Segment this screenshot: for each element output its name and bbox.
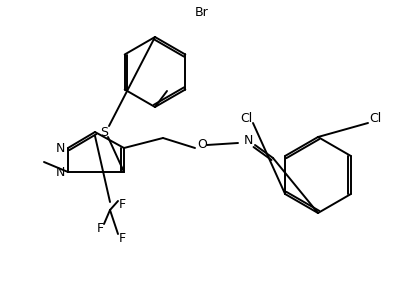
Text: Cl: Cl bbox=[240, 112, 252, 124]
Text: Cl: Cl bbox=[369, 112, 381, 124]
Text: F: F bbox=[119, 231, 126, 245]
Text: N: N bbox=[243, 134, 253, 146]
Text: S: S bbox=[100, 126, 108, 138]
Text: N: N bbox=[56, 142, 65, 154]
Text: F: F bbox=[119, 198, 126, 212]
Text: N: N bbox=[56, 166, 65, 178]
Text: O: O bbox=[197, 138, 207, 152]
Text: F: F bbox=[97, 221, 104, 235]
Text: Br: Br bbox=[195, 7, 209, 19]
